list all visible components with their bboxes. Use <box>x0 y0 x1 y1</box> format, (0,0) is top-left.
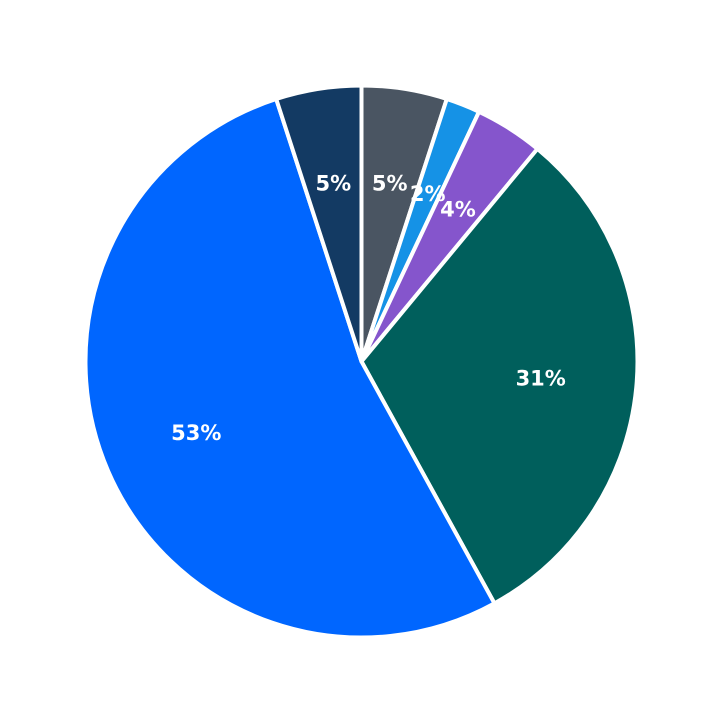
slice-label-5: 5% <box>316 172 352 196</box>
slice-label-0: 5% <box>372 172 408 196</box>
pie-slice-4 <box>83 97 497 640</box>
pie-slice-3 <box>359 146 640 606</box>
slice-label-1: 2% <box>410 182 446 206</box>
slice-label-4: 53% <box>171 421 221 445</box>
slices-layer <box>83 83 640 640</box>
pie-slice-5 <box>274 83 364 364</box>
slice-label-3: 31% <box>516 366 566 390</box>
slice-label-2: 4% <box>440 198 476 222</box>
labels-layer: 5% 2%4%31%53%5% <box>171 172 566 445</box>
